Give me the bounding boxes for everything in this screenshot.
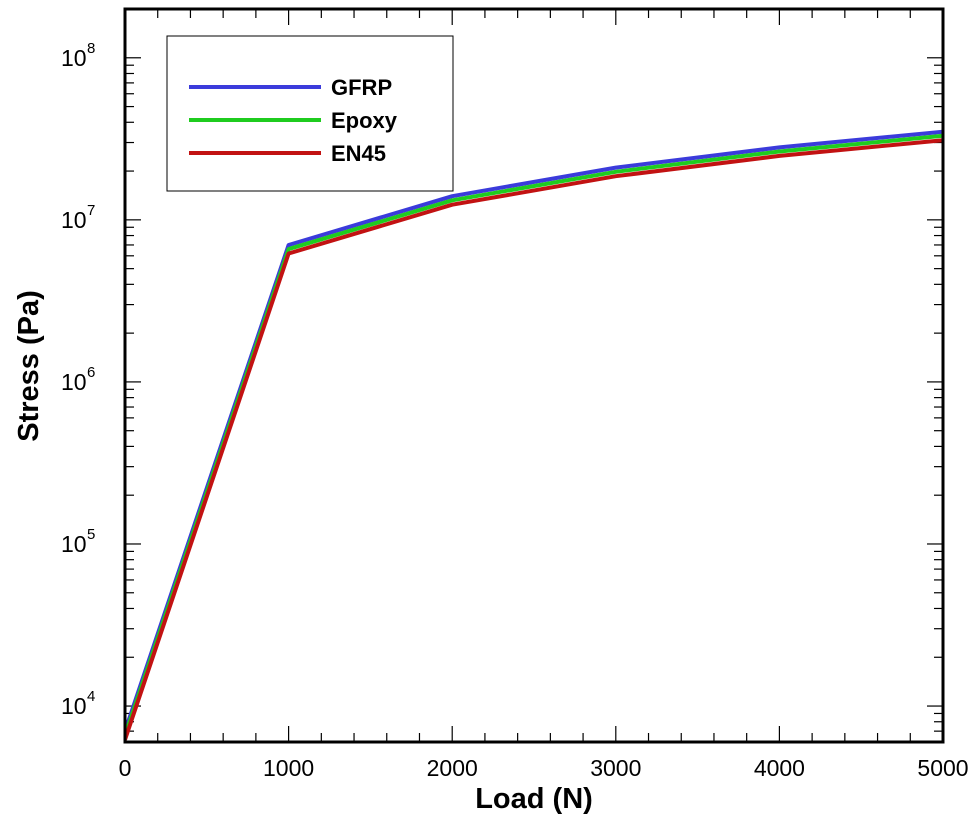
legend-item-en45: EN45 (189, 141, 386, 166)
legend-label: EN45 (331, 141, 386, 166)
legend-label: Epoxy (331, 108, 398, 133)
y-tick-exponent: 8 (87, 40, 95, 57)
x-tick-label: 4000 (754, 755, 805, 781)
y-tick-label: 10 6 (61, 364, 95, 395)
series-line-epoxy (125, 133, 943, 736)
legend-label: GFRP (331, 75, 392, 100)
x-axis-title: Load (N) (475, 783, 593, 815)
legend-box (166, 35, 454, 192)
y-tick-base: 10 (61, 45, 87, 71)
x-tick-labels: 0 1000 2000 3000 4000 5000 (119, 755, 969, 781)
legend-item-gfrp: GFRP (189, 75, 392, 100)
y-tick-exponent: 7 (87, 202, 95, 219)
y-tick-base: 10 (61, 369, 87, 395)
x-tick-label: 1000 (263, 755, 314, 781)
major-ticks (124, 9, 944, 742)
x-tick-label: 2000 (427, 755, 478, 781)
series-line-en45 (125, 138, 943, 741)
legend-item-epoxy: Epoxy (189, 108, 398, 133)
series-line-gfrp (125, 129, 943, 732)
y-tick-label: 10 8 (61, 40, 95, 71)
y-tick-base: 10 (61, 531, 87, 557)
x-tick-label: 0 (119, 755, 132, 781)
y-tick-label: 10 5 (61, 526, 95, 557)
y-tick-base: 10 (61, 207, 87, 233)
y-tick-exponent: 6 (87, 364, 95, 381)
y-tick-label: 10 4 (61, 688, 95, 719)
plot-frame (123, 7, 945, 744)
y-tick-label: 10 7 (61, 202, 95, 233)
x-tick-label: 3000 (590, 755, 641, 781)
series-lines (125, 129, 943, 741)
y-tick-base: 10 (61, 693, 87, 719)
y-axis-title: Stress (Pa) (13, 290, 45, 442)
y-tick-exponent: 5 (87, 526, 95, 543)
y-tick-exponent: 4 (87, 688, 95, 705)
legend: GFRP Epoxy EN45 (166, 35, 454, 192)
x-tick-label: 5000 (917, 755, 968, 781)
